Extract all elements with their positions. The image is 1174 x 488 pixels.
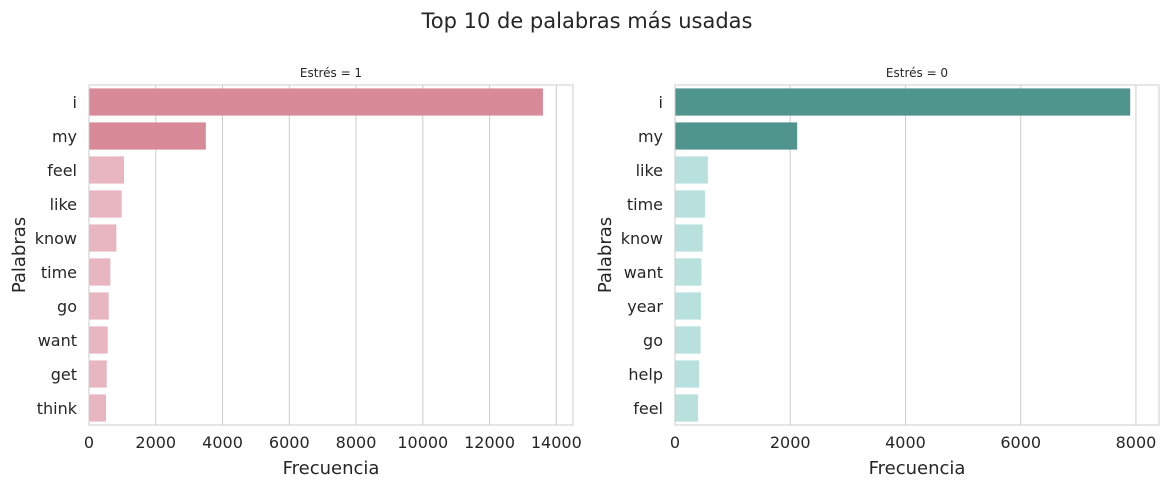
x-tick-label: 6000 <box>1000 433 1041 452</box>
bar-my <box>675 122 798 150</box>
y-tick-label: think <box>37 399 78 418</box>
y-tick-label: my <box>52 127 77 146</box>
x-tick-label: 14000 <box>531 433 582 452</box>
y-tick-label: time <box>41 263 77 282</box>
bar-go <box>675 326 701 354</box>
bar-know <box>675 224 703 252</box>
y-tick-label: time <box>627 195 663 214</box>
x-tick-labels: 0 2000 4000 6000 8000 <box>670 433 1156 452</box>
bar-i <box>89 88 543 116</box>
x-tick-label: 6000 <box>269 433 310 452</box>
bar-like <box>675 156 708 184</box>
y-tick-label: year <box>627 297 663 316</box>
x-axis-title: Frecuencia <box>869 458 966 479</box>
y-tick-label: get <box>51 365 77 384</box>
bar-like <box>89 190 122 218</box>
y-tick-label: go <box>57 297 77 316</box>
y-tick-label: i <box>73 93 77 112</box>
x-tick-label: 0 <box>670 433 680 452</box>
bar-time <box>89 258 111 286</box>
y-tick-label: my <box>638 127 663 146</box>
bar-think <box>89 394 107 422</box>
x-tick-label: 0 <box>84 433 94 452</box>
axes-frame <box>88 84 574 426</box>
x-tick-label: 8000 <box>1116 433 1157 452</box>
panel-title: Estrés = 0 <box>886 66 948 80</box>
y-tick-label: want <box>624 263 663 282</box>
bar-help <box>675 360 700 388</box>
x-tick-label: 12000 <box>464 433 515 452</box>
y-tick-label: feel <box>633 399 663 418</box>
y-tick-label: like <box>50 195 77 214</box>
y-axis-title: Palabras <box>9 217 30 293</box>
x-tick-labels: 0 2000 4000 6000 8000 10000 12000 14000 <box>84 433 582 452</box>
y-tick-label: know <box>621 229 663 248</box>
y-tick-label: like <box>636 161 663 180</box>
x-tick-label: 8000 <box>336 433 377 452</box>
y-tick-label: go <box>643 331 663 350</box>
bar-i <box>675 88 1131 116</box>
bars <box>89 88 543 422</box>
bar-feel <box>675 394 699 422</box>
panel-stress-1: Estrés = 1 Frecuencia Palabras i my feel li… <box>9 66 582 479</box>
x-tick-label: 2000 <box>770 433 811 452</box>
bars <box>675 88 1131 422</box>
bar-time <box>675 190 705 218</box>
panel-title: Estrés = 1 <box>300 66 362 80</box>
figure-title: Top 10 de palabras más usadas <box>421 9 753 33</box>
x-tick-label: 4000 <box>202 433 243 452</box>
bar-year <box>675 292 701 320</box>
y-tick-label: help <box>628 365 663 384</box>
bar-know <box>89 224 117 252</box>
axes-frame <box>674 84 1160 426</box>
bar-want <box>675 258 702 286</box>
y-tick-labels: i my feel like know time go want get think <box>35 93 78 418</box>
y-axis-title: Palabras <box>595 217 616 293</box>
y-tick-label: want <box>38 331 77 350</box>
y-tick-label: i <box>659 93 663 112</box>
bar-get <box>89 360 107 388</box>
panel-stress-0: Estrés = 0 Frecuencia Palabras i my like ti… <box>595 66 1160 479</box>
bar-go <box>89 292 109 320</box>
bar-my <box>89 122 206 150</box>
y-tick-labels: i my like time know want year go help feel <box>621 93 664 418</box>
x-tick-label: 10000 <box>397 433 448 452</box>
bar-want <box>89 326 108 354</box>
x-axis-title: Frecuencia <box>283 458 380 479</box>
x-tick-label: 2000 <box>135 433 176 452</box>
y-tick-label: know <box>35 229 77 248</box>
bar-feel <box>89 156 125 184</box>
x-tick-label: 4000 <box>885 433 926 452</box>
y-tick-label: feel <box>47 161 77 180</box>
